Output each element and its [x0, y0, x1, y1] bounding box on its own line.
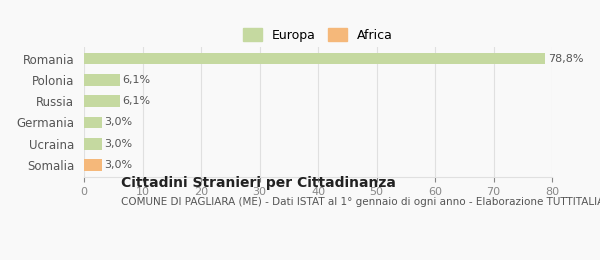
- Bar: [84, 53, 545, 64]
- Bar: [84, 138, 101, 150]
- Text: 6,1%: 6,1%: [122, 75, 151, 85]
- Bar: [84, 74, 119, 86]
- Text: 3,0%: 3,0%: [104, 139, 133, 149]
- Text: 3,0%: 3,0%: [104, 160, 133, 170]
- Text: 6,1%: 6,1%: [122, 96, 151, 106]
- Bar: [84, 95, 119, 107]
- Text: Cittadini Stranieri per Cittadinanza: Cittadini Stranieri per Cittadinanza: [121, 176, 397, 190]
- Text: 78,8%: 78,8%: [548, 54, 583, 63]
- Bar: [84, 159, 101, 171]
- Text: COMUNE DI PAGLIARA (ME) - Dati ISTAT al 1° gennaio di ogni anno - Elaborazione T: COMUNE DI PAGLIARA (ME) - Dati ISTAT al …: [121, 197, 600, 207]
- Bar: [84, 116, 101, 128]
- Text: 3,0%: 3,0%: [104, 118, 133, 127]
- Legend: Europa, Africa: Europa, Africa: [239, 24, 397, 46]
